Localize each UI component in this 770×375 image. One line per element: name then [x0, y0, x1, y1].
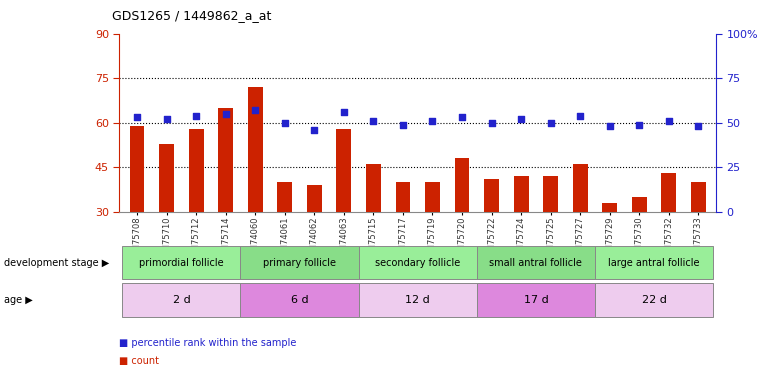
Text: development stage ▶: development stage ▶ — [4, 258, 109, 267]
Bar — [219, 108, 233, 212]
Bar — [248, 87, 263, 212]
Bar — [122, 246, 240, 279]
Text: primary follicle: primary follicle — [263, 258, 336, 267]
Bar — [366, 164, 381, 212]
Point — [190, 112, 203, 118]
Point — [515, 116, 527, 122]
Point — [427, 118, 439, 124]
Point — [397, 122, 409, 128]
Point — [604, 123, 616, 129]
Bar — [122, 283, 240, 317]
Bar — [602, 203, 617, 212]
Text: age ▶: age ▶ — [4, 295, 32, 305]
Point — [456, 114, 468, 120]
Bar — [277, 182, 292, 212]
Bar — [595, 283, 713, 317]
Point — [308, 127, 320, 133]
Point — [544, 120, 557, 126]
Bar — [189, 129, 203, 212]
Text: GDS1265 / 1449862_a_at: GDS1265 / 1449862_a_at — [112, 9, 271, 22]
Bar — [573, 164, 588, 212]
Text: 6 d: 6 d — [291, 295, 308, 305]
Point — [485, 120, 497, 126]
Bar — [359, 246, 477, 279]
Bar — [240, 283, 359, 317]
Bar — [661, 173, 676, 212]
Bar — [595, 246, 713, 279]
Bar — [454, 158, 470, 212]
Point — [219, 111, 232, 117]
Bar — [240, 246, 359, 279]
Bar — [359, 283, 477, 317]
Text: 17 d: 17 d — [524, 295, 548, 305]
Bar — [159, 144, 174, 212]
Bar — [514, 176, 528, 212]
Bar — [691, 182, 706, 212]
Bar — [484, 179, 499, 212]
Text: ■ percentile rank within the sample: ■ percentile rank within the sample — [119, 338, 296, 348]
Point — [338, 109, 350, 115]
Bar — [307, 185, 322, 212]
Text: 12 d: 12 d — [405, 295, 430, 305]
Point — [279, 120, 291, 126]
Bar — [336, 129, 351, 212]
Point — [692, 123, 705, 129]
Point — [131, 114, 143, 120]
Bar — [632, 197, 647, 212]
Point — [633, 122, 645, 128]
Bar — [544, 176, 558, 212]
Text: primordial follicle: primordial follicle — [139, 258, 224, 267]
Text: ■ count: ■ count — [119, 356, 159, 366]
Text: 22 d: 22 d — [641, 295, 667, 305]
Bar — [477, 283, 595, 317]
Point — [249, 107, 261, 113]
Point — [367, 118, 380, 124]
Bar — [129, 126, 145, 212]
Point — [160, 116, 172, 122]
Point — [574, 112, 587, 118]
Bar — [477, 246, 595, 279]
Bar — [425, 182, 440, 212]
Point — [663, 118, 675, 124]
Text: small antral follicle: small antral follicle — [490, 258, 582, 267]
Text: large antral follicle: large antral follicle — [608, 258, 700, 267]
Text: 2 d: 2 d — [172, 295, 190, 305]
Bar — [396, 182, 410, 212]
Text: secondary follicle: secondary follicle — [375, 258, 460, 267]
